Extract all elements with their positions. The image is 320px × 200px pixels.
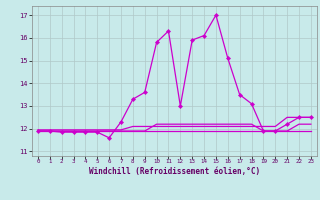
X-axis label: Windchill (Refroidissement éolien,°C): Windchill (Refroidissement éolien,°C) bbox=[89, 167, 260, 176]
